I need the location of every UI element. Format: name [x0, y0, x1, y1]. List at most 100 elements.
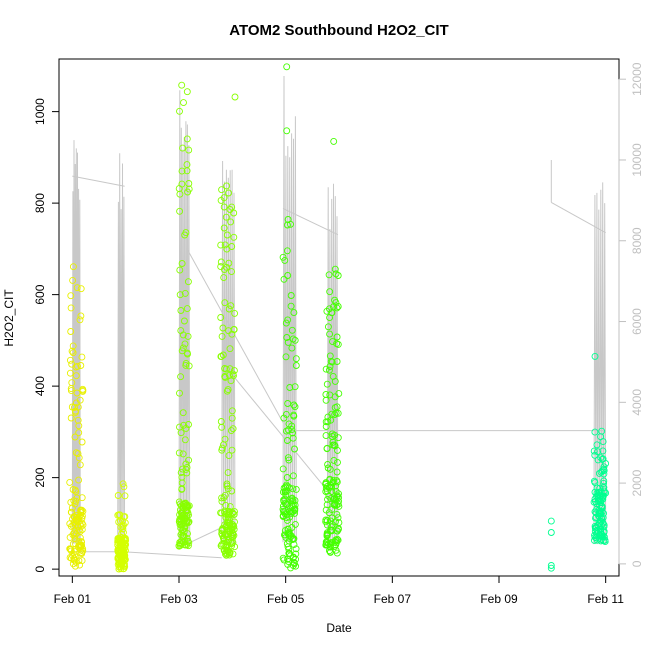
data-point: [547, 562, 555, 569]
data-point: [185, 362, 193, 370]
data-point: [175, 518, 183, 526]
data-point: [333, 501, 341, 509]
data-point: [226, 503, 234, 511]
data-point: [592, 509, 600, 517]
data-point: [226, 365, 234, 373]
data-point: [331, 404, 339, 412]
data-point: [231, 93, 239, 101]
chart-title: ATOM2 Southbound H2O2_CIT: [229, 22, 448, 39]
data-point: [283, 63, 291, 71]
data-point: [74, 416, 82, 424]
data-point: [73, 284, 81, 292]
data-point: [285, 456, 293, 464]
data-point: [68, 347, 76, 355]
data-point: [322, 484, 330, 492]
data-point: [598, 455, 606, 463]
data-point: [285, 420, 293, 428]
data-point: [75, 422, 83, 430]
data-point: [591, 527, 599, 535]
data-point: [331, 265, 339, 273]
data-point: [228, 487, 236, 495]
data-point: [224, 386, 232, 394]
y-tick-label: 200: [33, 467, 47, 487]
data-point: [68, 504, 76, 512]
y-axis: 0 200 400 600 800 1000: [33, 98, 60, 572]
data-point: [218, 527, 226, 534]
data-point: [598, 427, 606, 435]
secondary-y-axis: 0 2000 4000 6000 8000 10000 12000: [618, 62, 644, 567]
data-point: [179, 450, 187, 458]
data-point: [178, 81, 186, 89]
data-point: [284, 525, 292, 533]
data-point: [70, 519, 78, 526]
x-axis-label: Date: [326, 621, 352, 635]
data-point: [224, 511, 232, 519]
data-point: [292, 555, 300, 563]
data-point: [591, 524, 599, 532]
data-point: [77, 362, 85, 369]
data-point: [227, 531, 235, 539]
data-point: [74, 403, 82, 411]
data-point: [325, 547, 333, 555]
data-point: [71, 513, 78, 521]
data-point: [292, 485, 300, 493]
data-point: [284, 338, 292, 346]
data-point: [284, 316, 292, 324]
data-point: [67, 387, 75, 395]
data-point: [598, 467, 606, 475]
data-point: [119, 550, 127, 558]
data-point: [228, 243, 236, 250]
data-point: [291, 383, 299, 391]
data-point: [322, 518, 330, 526]
data-point: [119, 565, 127, 573]
data-point: [287, 292, 295, 299]
data-point: [180, 317, 188, 325]
data-point: [181, 436, 189, 444]
data-point: [591, 428, 599, 436]
data-point: [221, 521, 229, 529]
x-axis: Feb 01 Feb 03 Feb 05 Feb 07 Feb 09 Feb 11: [54, 575, 624, 606]
data-point: [183, 534, 191, 542]
data-point: [222, 543, 230, 551]
data-point: [221, 373, 229, 381]
data-point: [68, 379, 76, 387]
data-point: [178, 180, 186, 188]
data-point: [68, 508, 75, 516]
data-point: [290, 309, 298, 317]
data-point: [181, 523, 189, 531]
data-point: [283, 481, 290, 489]
data-point: [72, 558, 80, 566]
data-point: [328, 488, 336, 495]
altitude-layer: [69, 75, 607, 559]
data-point: [328, 410, 336, 418]
data-point: [221, 435, 229, 443]
data-point: [180, 511, 188, 519]
data-point: [328, 526, 336, 534]
data-point: [280, 414, 288, 422]
data-point: [185, 146, 193, 154]
data-point: [332, 488, 340, 495]
data-point: [230, 233, 238, 241]
data-point: [177, 516, 185, 524]
data-point: [176, 291, 184, 299]
data-point: [288, 524, 296, 531]
data-point: [333, 304, 341, 312]
data-point: [75, 513, 83, 521]
data-point: [288, 326, 296, 334]
data-point: [76, 461, 84, 469]
data-point: [227, 427, 235, 435]
data-point: [119, 525, 127, 533]
data-point: [283, 474, 291, 481]
data-point: [69, 349, 77, 357]
data-point: [595, 496, 603, 504]
data-point: [182, 460, 190, 468]
data-point: [283, 247, 291, 255]
data-point: [284, 530, 292, 538]
y2-tick-label: 2000: [630, 469, 644, 496]
data-point: [176, 207, 184, 215]
data-point: [602, 460, 610, 467]
data-point: [595, 497, 603, 505]
data-point: [326, 391, 334, 399]
data-point: [228, 407, 236, 415]
data-point: [229, 425, 237, 433]
